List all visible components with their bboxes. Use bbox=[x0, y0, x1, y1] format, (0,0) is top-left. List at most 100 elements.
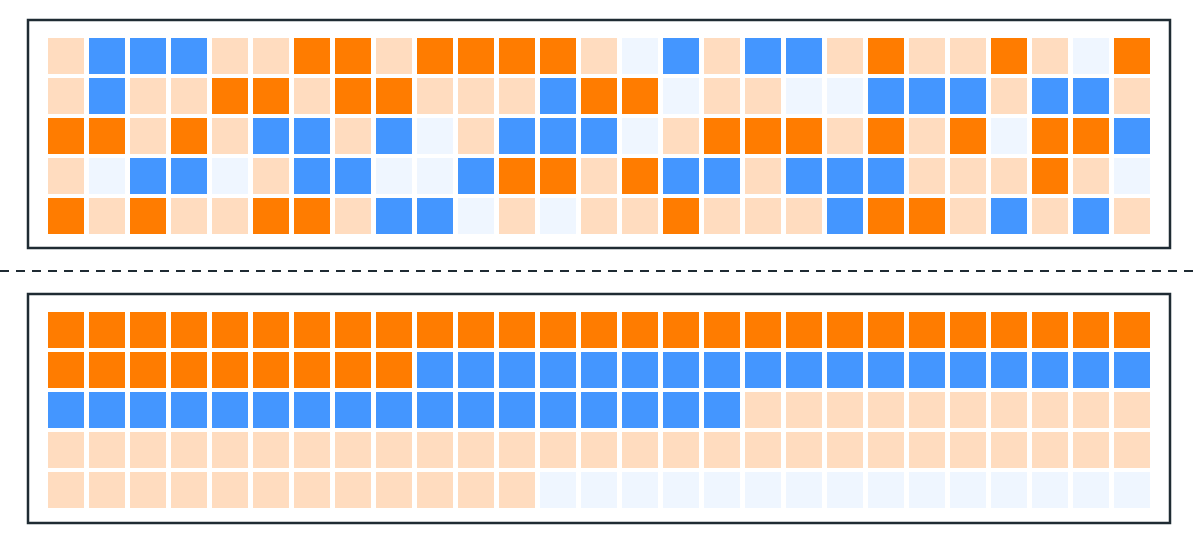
cell bbox=[1032, 38, 1068, 74]
cell bbox=[786, 78, 822, 114]
cell bbox=[950, 312, 986, 348]
cell bbox=[581, 78, 617, 114]
cell bbox=[335, 118, 371, 154]
cell bbox=[581, 38, 617, 74]
cell bbox=[950, 118, 986, 154]
cell bbox=[745, 472, 781, 508]
cell bbox=[581, 392, 617, 428]
cell bbox=[581, 158, 617, 194]
cell bbox=[130, 312, 166, 348]
cell bbox=[581, 198, 617, 234]
cell bbox=[909, 312, 945, 348]
cell bbox=[335, 198, 371, 234]
cell bbox=[335, 78, 371, 114]
cell bbox=[499, 312, 535, 348]
cell bbox=[1114, 472, 1150, 508]
cell bbox=[89, 352, 125, 388]
cell bbox=[376, 432, 412, 468]
cell bbox=[1114, 158, 1150, 194]
cell bbox=[212, 472, 248, 508]
cell bbox=[376, 352, 412, 388]
cell bbox=[1032, 118, 1068, 154]
cell bbox=[1032, 432, 1068, 468]
cell bbox=[663, 198, 699, 234]
cell bbox=[1114, 432, 1150, 468]
cell bbox=[48, 472, 84, 508]
cell bbox=[868, 312, 904, 348]
cell bbox=[130, 392, 166, 428]
cell bbox=[48, 78, 84, 114]
cell bbox=[1114, 198, 1150, 234]
cell bbox=[827, 158, 863, 194]
cell bbox=[991, 158, 1027, 194]
cell bbox=[1032, 158, 1068, 194]
cell bbox=[48, 158, 84, 194]
cell bbox=[294, 352, 330, 388]
cell bbox=[868, 472, 904, 508]
cell bbox=[1073, 38, 1109, 74]
cell bbox=[89, 312, 125, 348]
cell bbox=[335, 158, 371, 194]
cell bbox=[950, 352, 986, 388]
cell bbox=[1114, 118, 1150, 154]
cell bbox=[1032, 352, 1068, 388]
grid-frame bbox=[26, 292, 1172, 525]
cell bbox=[1073, 198, 1109, 234]
cell bbox=[212, 38, 248, 74]
cell bbox=[48, 432, 84, 468]
cell bbox=[622, 38, 658, 74]
cell bbox=[376, 38, 412, 74]
cell bbox=[171, 118, 207, 154]
cell bbox=[458, 158, 494, 194]
cell bbox=[376, 312, 412, 348]
cell bbox=[827, 198, 863, 234]
cell bbox=[622, 78, 658, 114]
cell bbox=[48, 198, 84, 234]
cell bbox=[458, 472, 494, 508]
cell bbox=[171, 312, 207, 348]
cell bbox=[335, 38, 371, 74]
cell bbox=[704, 118, 740, 154]
cell bbox=[950, 78, 986, 114]
cell bbox=[458, 38, 494, 74]
cell bbox=[950, 432, 986, 468]
cell bbox=[294, 198, 330, 234]
cell bbox=[417, 392, 453, 428]
cell bbox=[376, 78, 412, 114]
cell bbox=[745, 38, 781, 74]
cell bbox=[786, 392, 822, 428]
cell bbox=[827, 352, 863, 388]
cell bbox=[335, 352, 371, 388]
cell bbox=[294, 158, 330, 194]
cell bbox=[786, 158, 822, 194]
cell bbox=[868, 352, 904, 388]
cell bbox=[1073, 158, 1109, 194]
cell bbox=[622, 158, 658, 194]
cell bbox=[581, 312, 617, 348]
cell bbox=[827, 472, 863, 508]
cell bbox=[89, 38, 125, 74]
cell bbox=[663, 472, 699, 508]
cell bbox=[294, 432, 330, 468]
cell bbox=[704, 38, 740, 74]
cell bbox=[212, 118, 248, 154]
cell bbox=[622, 312, 658, 348]
cell bbox=[909, 118, 945, 154]
cell bbox=[991, 472, 1027, 508]
cell bbox=[171, 78, 207, 114]
cell bbox=[868, 78, 904, 114]
cell bbox=[499, 472, 535, 508]
cell bbox=[704, 432, 740, 468]
cell bbox=[376, 472, 412, 508]
cell bbox=[909, 78, 945, 114]
cell bbox=[704, 392, 740, 428]
cell bbox=[376, 118, 412, 154]
cell bbox=[89, 78, 125, 114]
cell bbox=[991, 392, 1027, 428]
cell bbox=[335, 312, 371, 348]
cell bbox=[294, 392, 330, 428]
cell bbox=[622, 352, 658, 388]
cell bbox=[1073, 392, 1109, 428]
cell bbox=[950, 392, 986, 428]
cell bbox=[417, 78, 453, 114]
